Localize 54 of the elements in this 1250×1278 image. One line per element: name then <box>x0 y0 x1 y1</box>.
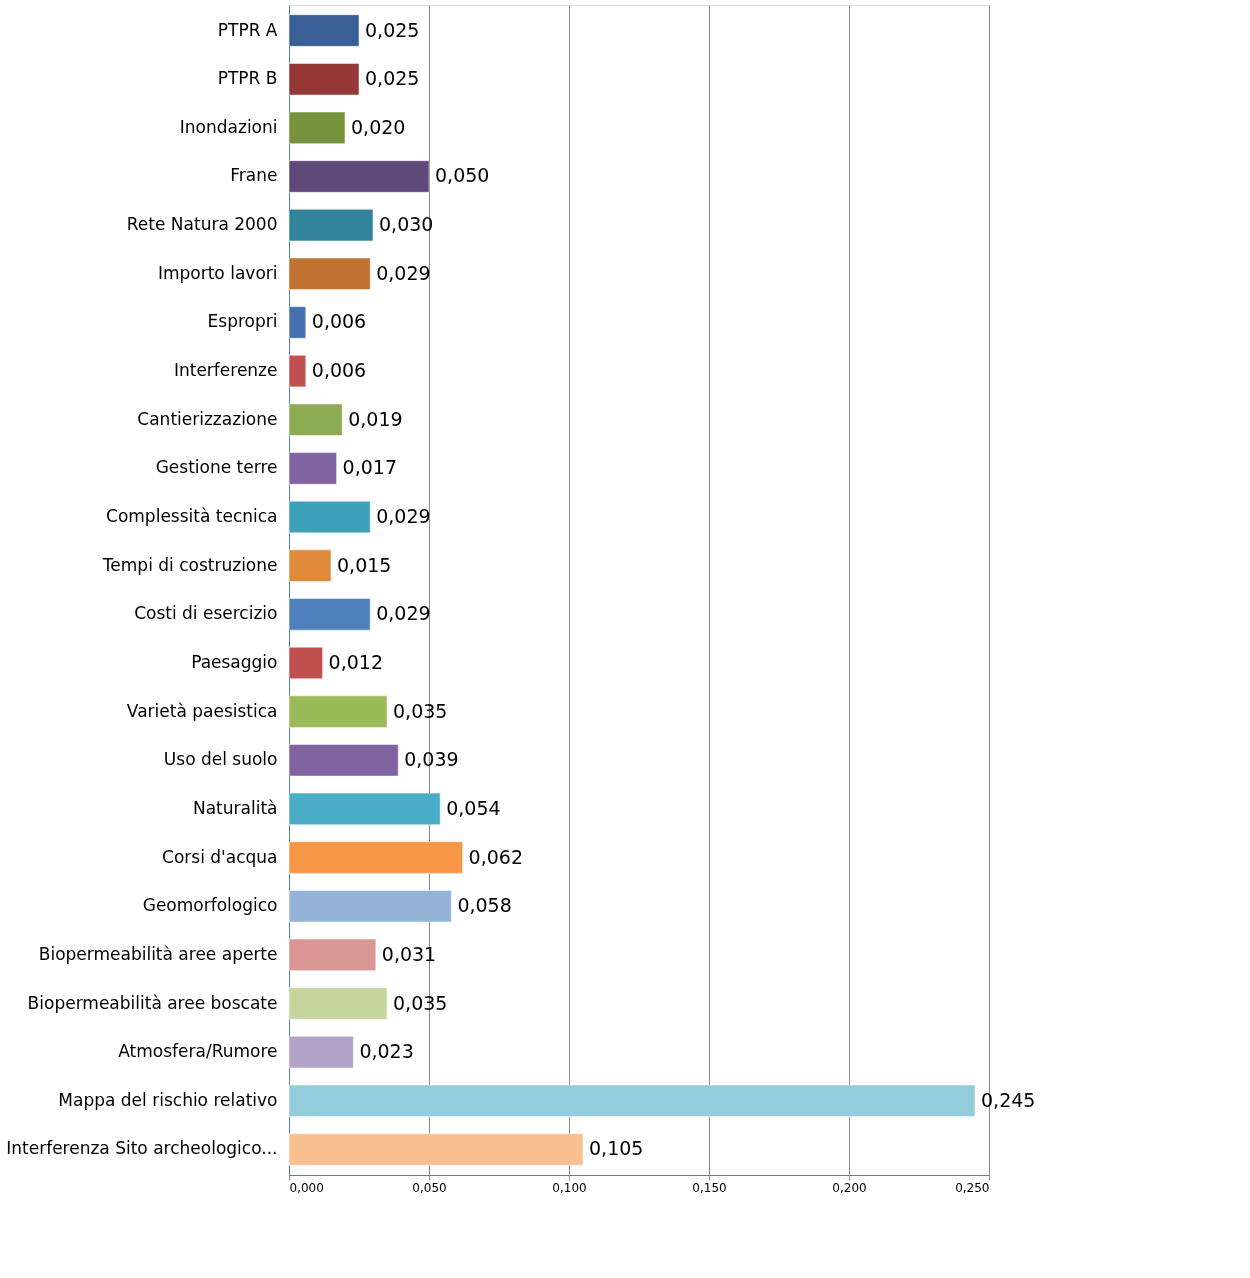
y-tick-label: Biopermeabilità aree boscate <box>27 992 278 1013</box>
data-label: 0,062 <box>468 845 524 868</box>
y-tick-label: Gestione terre <box>155 457 278 478</box>
data-label: 0,020 <box>351 115 406 138</box>
data-label: 0,029 <box>376 505 431 528</box>
y-tick-label: Costi di esercizio <box>134 603 278 624</box>
data-label: 0,035 <box>393 991 448 1014</box>
x-tick-label: 0,200 <box>832 1180 867 1195</box>
data-label: 0,019 <box>348 407 403 430</box>
y-tick-label: Importo lavori <box>157 262 278 283</box>
y-tick-label: Uso del suolo <box>163 749 278 770</box>
data-label: 0,025 <box>365 18 420 41</box>
x-tick-label: 0,000 <box>289 1180 324 1195</box>
y-tick-label: Naturalità <box>192 797 278 818</box>
data-label: 0,030 <box>379 213 434 236</box>
x-tick-label: 0,250 <box>955 1180 990 1195</box>
data-label: 0,029 <box>376 261 431 284</box>
y-tick-label: Atmosfera/Rumore <box>118 1041 278 1062</box>
y-tick-label: Varietà paesistica <box>126 700 278 721</box>
data-label: 0,105 <box>589 1137 644 1160</box>
data-label: 0,050 <box>435 164 490 187</box>
y-tick-label: Biopermeabilità aree aperte <box>38 943 278 964</box>
data-label: 0,058 <box>457 894 512 917</box>
y-tick-label: Rete Natura 2000 <box>126 214 278 235</box>
x-tick-label: 0,050 <box>412 1180 447 1195</box>
y-tick-label: Espropri <box>207 311 278 332</box>
x-tick-label: 0,150 <box>692 1180 727 1195</box>
y-tick-label: Paesaggio <box>191 651 278 672</box>
data-label: 0,039 <box>404 748 459 771</box>
y-tick-label: Inondazioni <box>179 116 278 137</box>
data-label: 0,012 <box>328 650 384 673</box>
data-label: 0,025 <box>365 67 420 90</box>
data-label: 0,023 <box>359 1040 414 1063</box>
data-label: 0,029 <box>376 602 431 625</box>
y-tick-label: Cantierizzazione <box>137 408 278 429</box>
data-label: 0,054 <box>446 796 501 819</box>
y-tick-label: Tempi di costruzione <box>101 554 278 575</box>
data-label: 0,245 <box>981 1088 1036 1111</box>
y-tick-label: Corsi d'acqua <box>162 846 278 867</box>
data-label: 0,017 <box>342 456 398 479</box>
data-label: 0,031 <box>381 942 437 965</box>
y-tick-label: Interferenze <box>173 360 278 381</box>
y-tick-label: Frane <box>230 165 278 186</box>
y-tick-label: Mappa del rischio relativo <box>58 1089 278 1110</box>
data-label: 0,006 <box>311 359 367 382</box>
y-tick-label: Geomorfologico <box>142 895 278 916</box>
y-tick-label: Complessità tecnica <box>106 506 278 527</box>
y-tick-label: Interferenza Sito archeologico... <box>6 1138 278 1159</box>
y-tick-label: PTPR A <box>217 19 278 40</box>
data-label: 0,035 <box>393 699 448 722</box>
data-label: 0,015 <box>337 553 392 576</box>
y-tick-label: PTPR B <box>217 68 278 89</box>
data-label: 0,006 <box>311 310 367 333</box>
x-tick-label: 0,100 <box>552 1180 587 1195</box>
